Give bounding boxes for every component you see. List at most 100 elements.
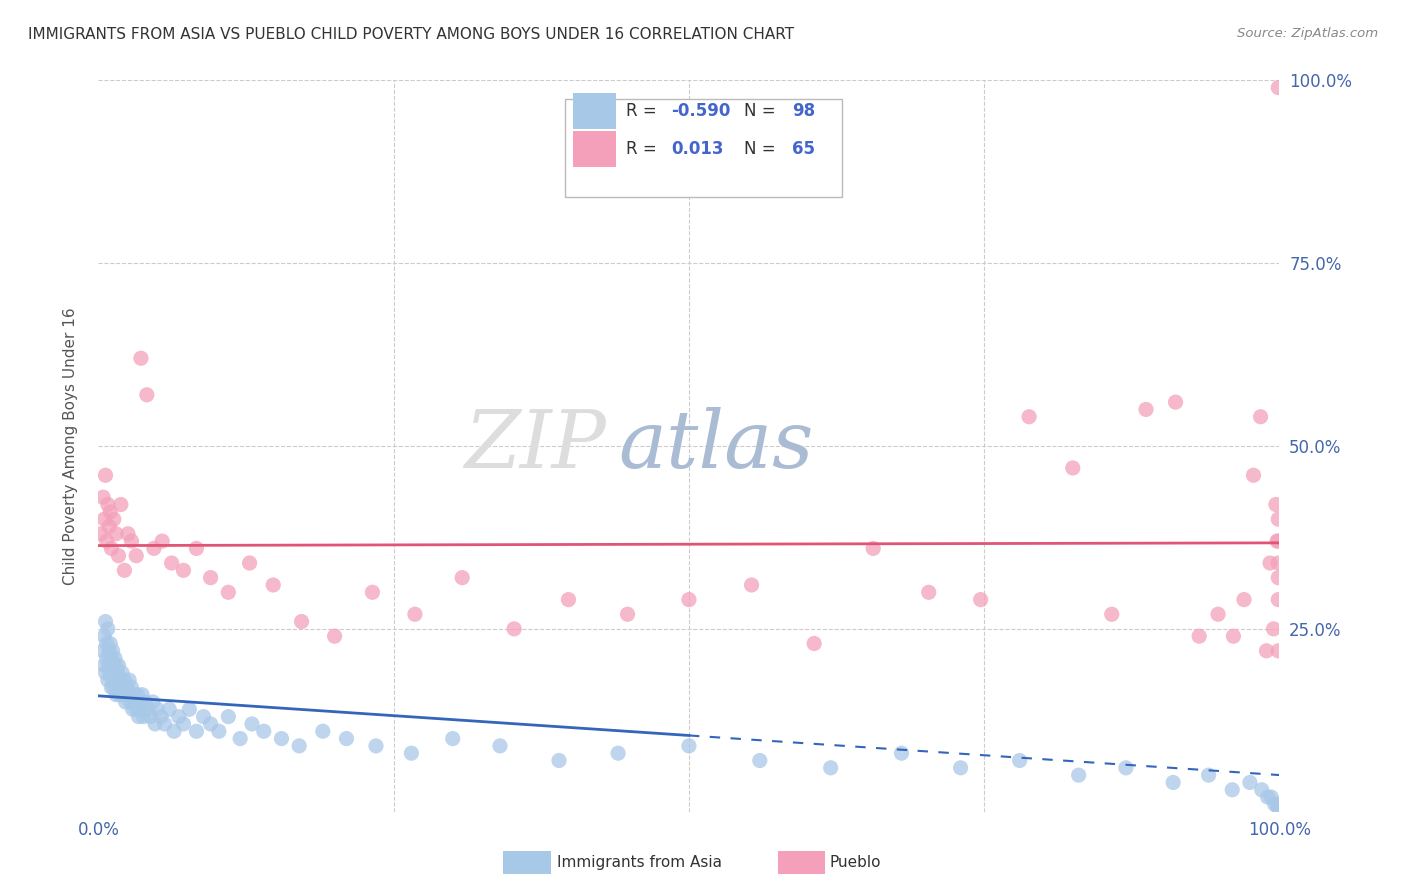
Text: Immigrants from Asia: Immigrants from Asia [557, 855, 721, 870]
Point [441, 731, 464, 746]
Point [94, 665, 117, 680]
Point [142, 541, 165, 556]
Point [401, 746, 423, 760]
Point [108, 688, 131, 702]
Point [1206, 607, 1229, 622]
Point [1250, 782, 1272, 797]
Point [1008, 754, 1031, 768]
Point [335, 731, 357, 746]
Point [104, 651, 127, 665]
Point [153, 717, 176, 731]
Text: 98: 98 [792, 102, 815, 120]
Point [1188, 629, 1211, 643]
Point [163, 724, 186, 739]
Text: 65: 65 [792, 140, 814, 158]
Text: N =: N = [744, 102, 776, 120]
Point [253, 724, 276, 739]
Point [94, 468, 117, 483]
Text: R =: R = [626, 102, 657, 120]
Point [100, 651, 122, 665]
Point [167, 709, 190, 723]
Point [125, 549, 148, 563]
Point [127, 688, 149, 702]
Point [1257, 790, 1279, 805]
Point [1233, 592, 1256, 607]
Point [1260, 790, 1282, 805]
Point [90, 526, 112, 541]
Point [98, 519, 121, 533]
Point [741, 578, 763, 592]
Point [101, 644, 124, 658]
Point [124, 695, 146, 709]
Point [1250, 409, 1272, 424]
Point [270, 731, 292, 746]
Point [803, 636, 825, 650]
Point [100, 681, 122, 695]
Point [142, 695, 165, 709]
Point [114, 695, 136, 709]
Point [1265, 797, 1288, 812]
Point [323, 629, 346, 643]
Point [98, 505, 121, 519]
Point [451, 571, 474, 585]
Point [557, 592, 579, 607]
Point [229, 731, 252, 746]
Point [217, 709, 239, 723]
Point [1067, 768, 1090, 782]
Point [1243, 468, 1265, 483]
Point [616, 607, 638, 622]
Point [103, 512, 125, 526]
Point [98, 636, 121, 650]
Point [125, 702, 148, 716]
Point [489, 739, 512, 753]
Point [93, 629, 115, 643]
Point [150, 709, 173, 723]
Point [129, 351, 152, 366]
Point [748, 754, 770, 768]
Point [96, 534, 118, 549]
Text: R =: R = [626, 140, 657, 158]
Text: ZIP: ZIP [464, 408, 606, 484]
Point [503, 622, 526, 636]
Text: Pueblo: Pueblo [830, 855, 882, 870]
Point [186, 541, 208, 556]
Point [1265, 534, 1288, 549]
Point [1198, 768, 1220, 782]
Point [172, 563, 194, 577]
Point [179, 702, 201, 716]
Point [118, 673, 141, 687]
Point [361, 585, 384, 599]
FancyBboxPatch shape [574, 94, 616, 128]
Point [1101, 607, 1123, 622]
Point [172, 717, 194, 731]
Point [1263, 622, 1285, 636]
Point [143, 717, 166, 731]
Point [1267, 801, 1289, 815]
Point [290, 615, 312, 629]
Point [135, 695, 157, 709]
Point [150, 534, 173, 549]
Point [94, 615, 117, 629]
Point [107, 549, 129, 563]
Point [969, 592, 991, 607]
Point [1135, 402, 1157, 417]
Point [103, 658, 125, 673]
Point [1018, 409, 1040, 424]
Point [98, 658, 121, 673]
Point [262, 578, 284, 592]
Point [146, 702, 169, 716]
Text: atlas: atlas [619, 408, 814, 484]
Point [93, 658, 115, 673]
Point [111, 665, 134, 680]
Point [240, 717, 263, 731]
Point [98, 644, 121, 658]
Point [112, 673, 135, 687]
Point [288, 739, 311, 753]
Point [1222, 629, 1244, 643]
Point [107, 681, 129, 695]
Point [129, 702, 152, 716]
Text: IMMIGRANTS FROM ASIA VS PUEBLO CHILD POVERTY AMONG BOYS UNDER 16 CORRELATION CHA: IMMIGRANTS FROM ASIA VS PUEBLO CHILD POV… [28, 27, 794, 42]
Text: N =: N = [744, 140, 776, 158]
Point [107, 658, 129, 673]
Point [1164, 395, 1187, 409]
